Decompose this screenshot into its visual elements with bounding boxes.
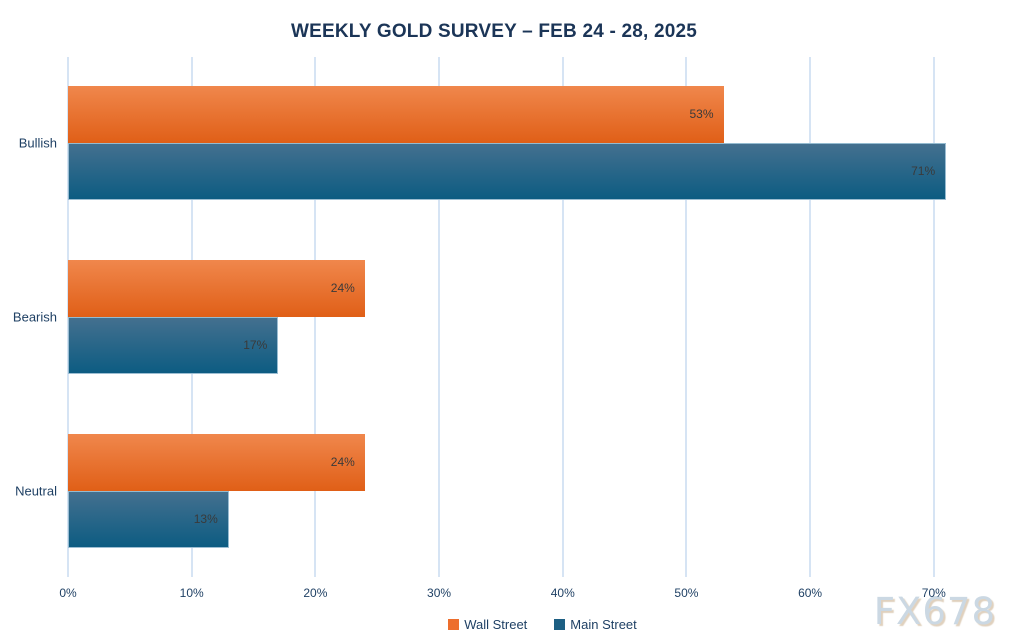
- legend-label-main-street: Main Street: [570, 617, 637, 632]
- x-axis-tick-30%: 30%: [427, 586, 452, 600]
- chart-title: WEEKLY GOLD SURVEY – FEB 24 - 28, 2025: [290, 21, 698, 42]
- gridline-40%: [561, 57, 564, 577]
- bar-value-label-wall-street-bearish: 24%: [330, 281, 355, 295]
- category-label-neutral: Neutral: [15, 483, 57, 498]
- bar-value-label-main-street-bearish: 17%: [243, 338, 268, 352]
- bar-wall-street-bearish: 24%: [68, 259, 365, 317]
- x-axis-tick-60%: 60%: [798, 586, 823, 600]
- gridline-60%: [809, 57, 812, 577]
- legend-label-wall-street: Wall Street: [464, 617, 528, 632]
- watermark: FX678: [873, 590, 996, 633]
- bar-main-street-bullish: 71%: [68, 142, 947, 200]
- gridline-50%: [685, 57, 688, 577]
- gridline-70%: [932, 57, 935, 577]
- category-label-bearish: Bearish: [12, 309, 57, 324]
- x-axis-tick-70%: 70%: [921, 586, 946, 600]
- x-axis-tick-0%: 0%: [59, 586, 77, 600]
- plot-area: 53% 71% 24% 17% 24% 13%: [67, 57, 1008, 577]
- bar-wall-street-bullish: 53%: [68, 85, 724, 143]
- x-axis-tick-10%: 10%: [179, 586, 204, 600]
- bar-value-label-main-street-bullish: 71%: [911, 164, 936, 178]
- x-axis-tick-40%: 40%: [550, 586, 575, 600]
- bar-main-street-neutral: 13%: [68, 490, 229, 548]
- legend: Wall Street Main Street: [36, 617, 1013, 632]
- bar-main-street-bearish: 17%: [68, 316, 279, 374]
- x-axis-tick-20%: 20%: [303, 586, 328, 600]
- bar-wall-street-neutral: 24%: [68, 433, 365, 491]
- legend-swatch-main-street: [554, 619, 566, 630]
- x-axis-tick-50%: 50%: [674, 586, 699, 600]
- bar-value-label-wall-street-bullish: 53%: [689, 107, 714, 121]
- bar-value-label-wall-street-neutral: 24%: [330, 455, 355, 469]
- category-label-bullish: Bullish: [18, 135, 57, 150]
- legend-swatch-wall-street: [448, 619, 460, 630]
- gridline-30%: [438, 57, 441, 577]
- legend-item-wall-street: Wall Street: [448, 617, 527, 632]
- legend-item-main-street: Main Street: [554, 617, 637, 632]
- gridline-20%: [314, 57, 317, 577]
- bar-value-label-main-street-neutral: 13%: [193, 512, 218, 526]
